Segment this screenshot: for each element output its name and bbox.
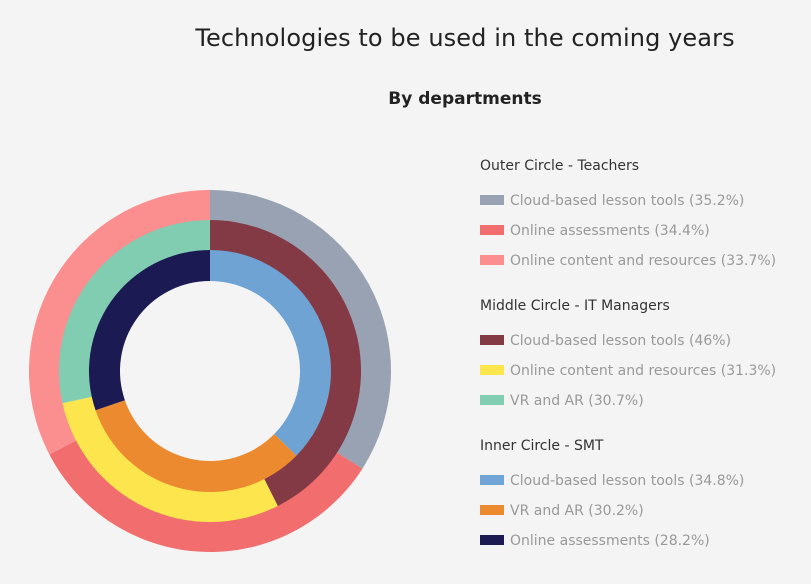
slice-inner-1[interactable] <box>95 400 297 492</box>
legend-label: Cloud-based lesson tools (34.8%) <box>510 473 745 489</box>
legend-item[interactable]: VR and AR (30.7%) <box>480 391 644 411</box>
slice-middle-0[interactable] <box>210 220 362 506</box>
legend-swatch <box>480 395 504 405</box>
slice-middle-2[interactable] <box>59 220 211 404</box>
legend-item[interactable]: Online content and resources (33.7%) <box>480 251 776 271</box>
chart-subtitle: By departments <box>388 89 542 109</box>
legend-group-inner: Inner Circle - SMT Cloud-based lesson to… <box>480 436 744 549</box>
slice-outer-2[interactable] <box>29 190 211 455</box>
legend-swatch <box>480 365 504 375</box>
legend-item[interactable]: Online assessments (34.4%) <box>480 221 710 241</box>
legend-item[interactable]: Cloud-based lesson tools (46%) <box>480 331 731 351</box>
legend-group-title: Outer Circle - Teachers <box>480 158 640 174</box>
legend-group-title: Middle Circle - IT Managers <box>480 298 670 314</box>
legend-label: Online content and resources (31.3%) <box>510 363 777 379</box>
slice-outer-1[interactable] <box>49 440 363 553</box>
legend-swatch <box>480 505 504 515</box>
legend-item[interactable]: Cloud-based lesson tools (35.2%) <box>480 191 744 211</box>
legend-swatch <box>480 535 504 545</box>
legend-group-outer: Outer Circle - Teachers Cloud-based less… <box>480 156 776 269</box>
slice-outer-0[interactable] <box>210 190 392 469</box>
legend-swatch <box>480 225 504 235</box>
legend-group-title: Inner Circle - SMT <box>480 438 604 454</box>
legend-label: Online assessments (28.2%) <box>510 533 710 549</box>
legend-label: Online content and resources (33.7%) <box>510 253 777 269</box>
legend-item[interactable]: Online content and resources (31.3%) <box>480 361 776 381</box>
legend-swatch <box>480 255 504 265</box>
legend-item[interactable]: Online assessments (28.2%) <box>480 531 710 551</box>
slice-inner-0[interactable] <box>210 250 331 456</box>
legend-swatch <box>480 335 504 345</box>
legend-item[interactable]: Cloud-based lesson tools (34.8%) <box>480 471 744 491</box>
chart-title: Technologies to be used in the coming ye… <box>195 24 735 52</box>
legend-label: VR and AR (30.7%) <box>510 393 644 409</box>
legend-item[interactable]: VR and AR (30.2%) <box>480 501 644 521</box>
slice-inner-2[interactable] <box>89 250 210 411</box>
legend-label: Cloud-based lesson tools (35.2%) <box>510 193 745 209</box>
legend-label: Cloud-based lesson tools (46%) <box>510 333 732 349</box>
legend-swatch <box>480 475 504 485</box>
legend-swatch <box>480 195 504 205</box>
legend-label: Online assessments (34.4%) <box>510 223 710 239</box>
legend-group-middle: Middle Circle - IT Managers Cloud-based … <box>480 296 776 409</box>
legend-label: VR and AR (30.2%) <box>510 503 644 519</box>
